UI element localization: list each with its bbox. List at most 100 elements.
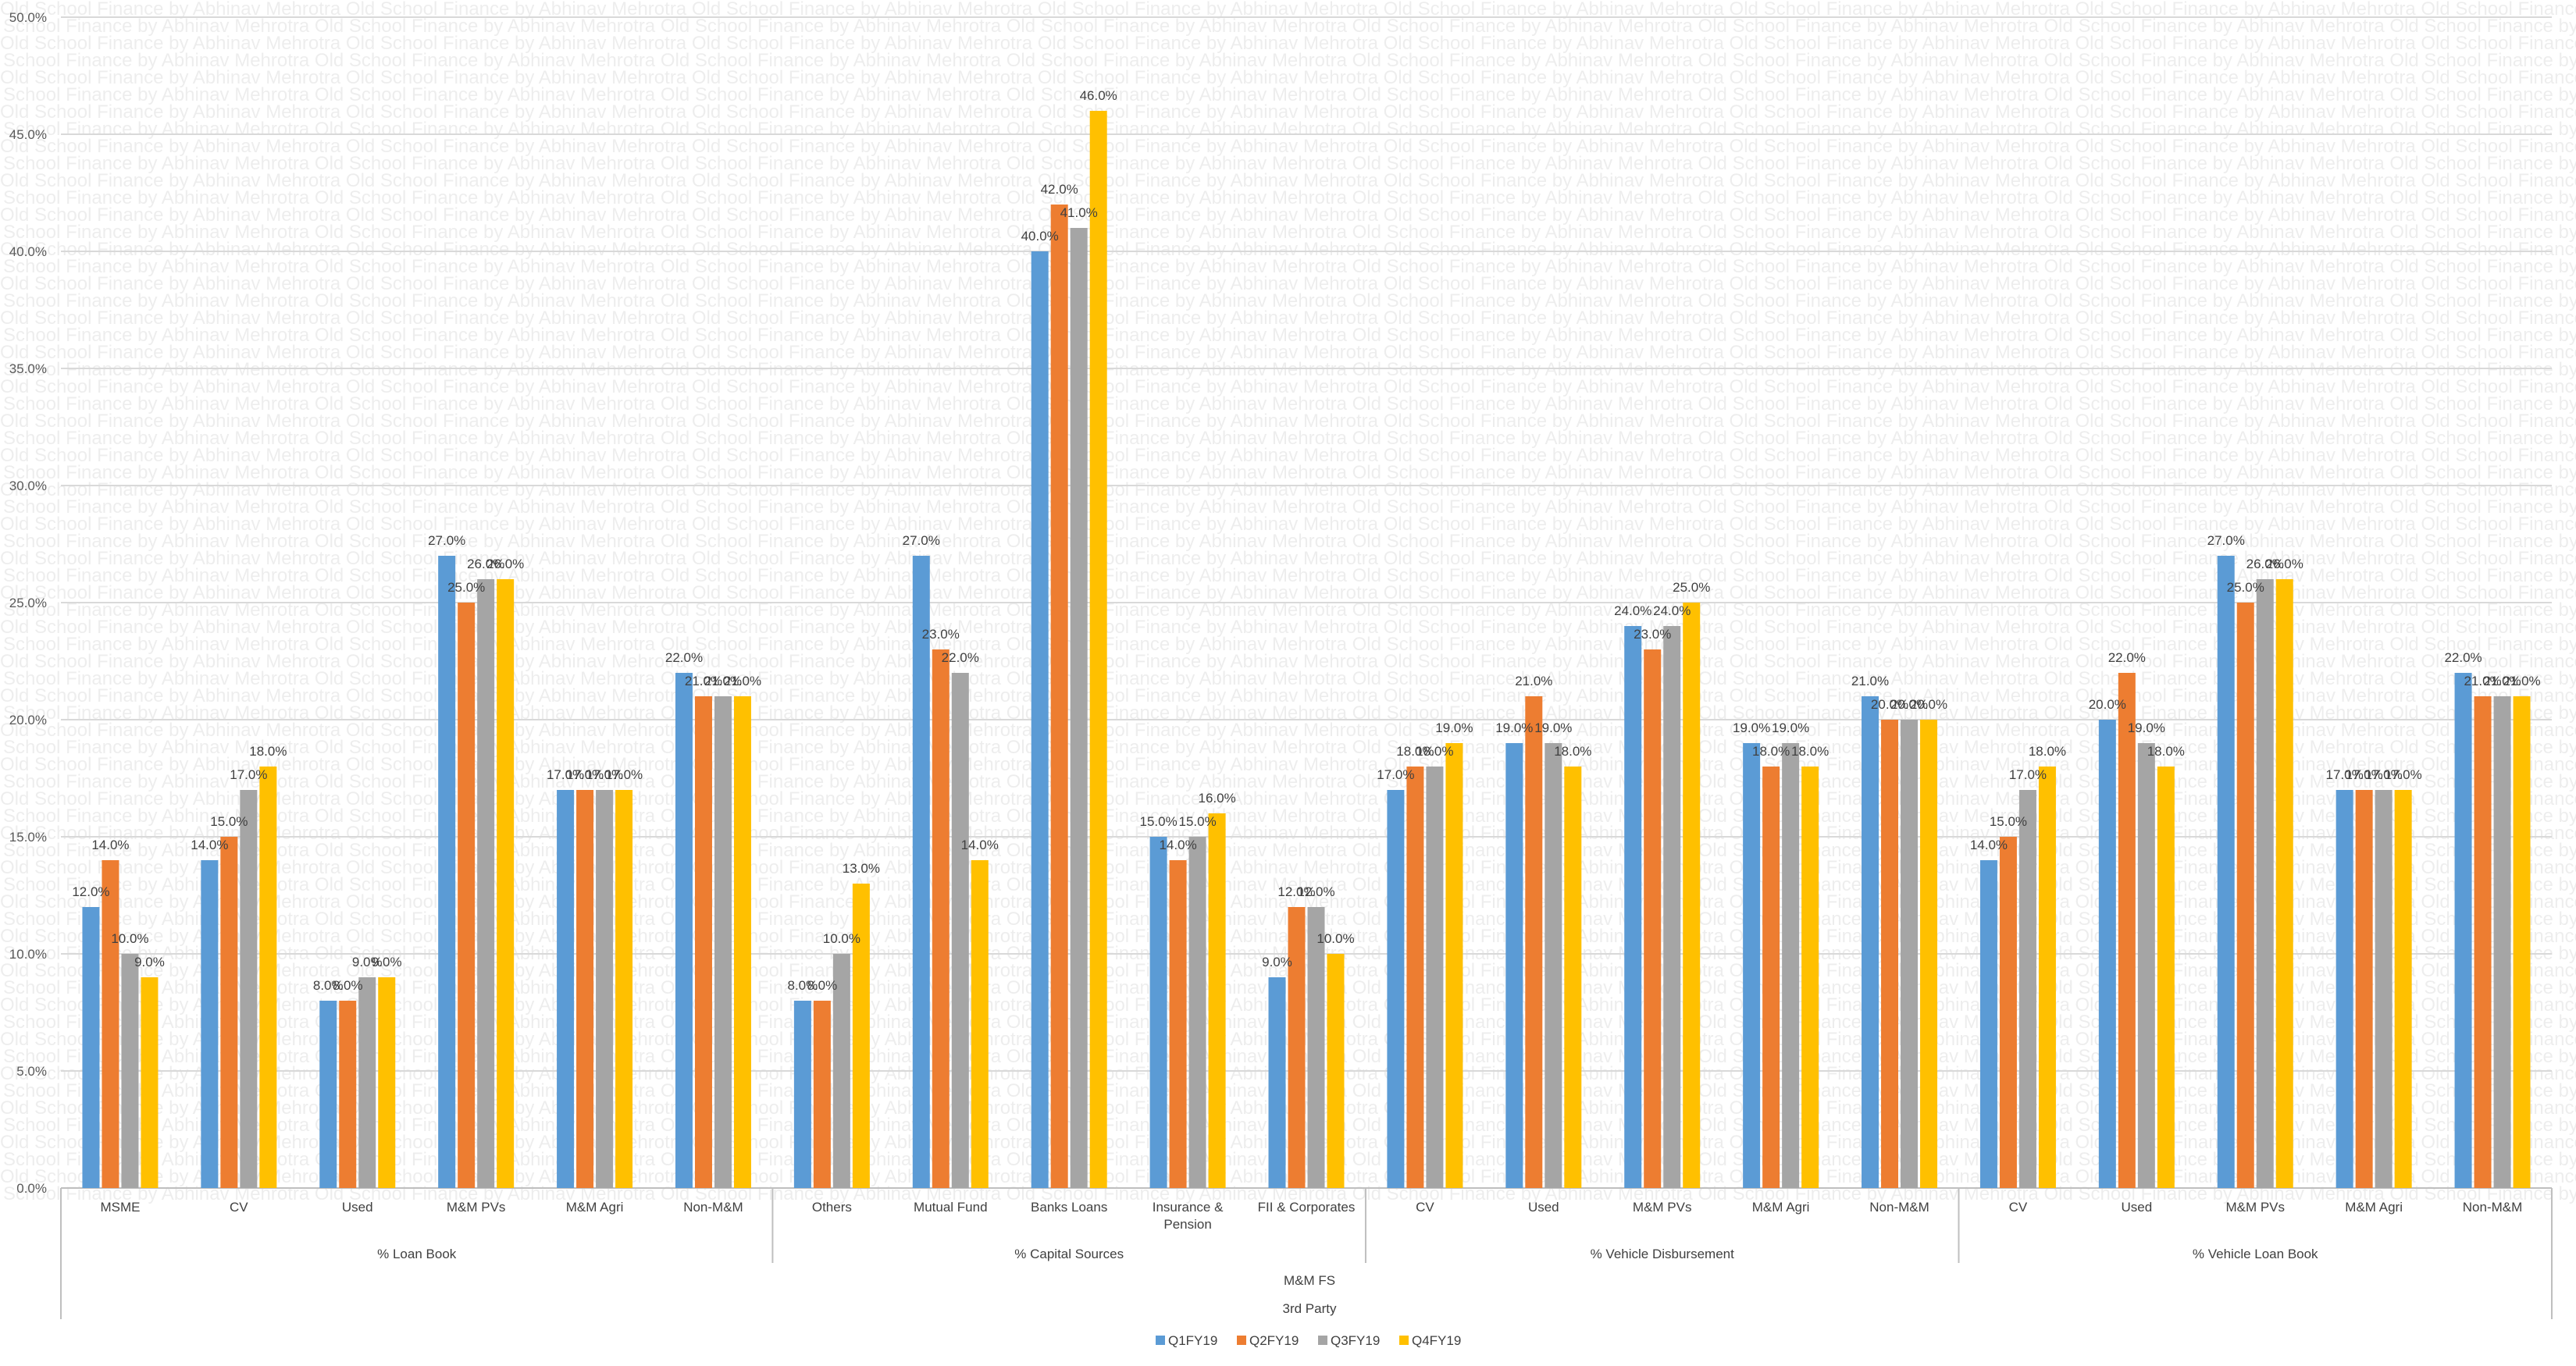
bar <box>1070 228 1088 1188</box>
data-label: 17.0% <box>605 767 643 782</box>
data-label: 26.0% <box>2266 557 2303 571</box>
data-label: 17.0% <box>2385 767 2422 782</box>
category-label: M&M PVs <box>1633 1200 1692 1215</box>
bar <box>1881 720 1899 1188</box>
data-label: 19.0% <box>1495 720 1533 735</box>
bar <box>1683 603 1701 1188</box>
data-label: 15.0% <box>1139 814 1177 829</box>
y-tick-label: 45.0% <box>9 127 47 142</box>
data-label: 12.0% <box>72 884 109 899</box>
bar <box>1426 767 1444 1188</box>
data-label: 21.0% <box>704 674 742 688</box>
bar <box>813 1001 831 1188</box>
data-label: 14.0% <box>961 838 999 852</box>
bar <box>932 649 950 1188</box>
data-label: 15.0% <box>210 814 248 829</box>
category-label: Non-M&M <box>1869 1200 1929 1215</box>
bar <box>2394 790 2412 1188</box>
data-label: 19.0% <box>1733 720 1770 735</box>
legend: Q1FY19 Q2FY19 Q3FY19 Q4FY19 <box>1156 1333 1461 1348</box>
bar <box>1188 837 1206 1188</box>
bar <box>1031 251 1049 1188</box>
data-label: 10.0% <box>111 931 148 946</box>
bar <box>2256 579 2274 1188</box>
bar <box>2217 556 2235 1188</box>
bar <box>358 977 376 1188</box>
data-label: 10.0% <box>823 931 860 946</box>
x-axis: MSME CV Used M&M PVs M&M Agri Non-M&M Others Mu… <box>60 1188 2553 1319</box>
data-label: 17.0% <box>2365 767 2403 782</box>
data-label: 14.0% <box>1970 838 2008 852</box>
bar <box>1979 860 1997 1188</box>
bar <box>438 556 456 1188</box>
data-labels: 12.0% 14.0% 8.0% 27.0% 17.0% 22.0% 8.0% 27.0% 40… <box>72 88 2540 993</box>
data-label: 18.0% <box>2029 744 2066 759</box>
data-label: 23.0% <box>1634 627 1671 642</box>
bar <box>1406 767 1424 1188</box>
data-label: 17.0% <box>547 767 584 782</box>
data-label: 17.0% <box>586 767 623 782</box>
y-tick-label: 10.0% <box>9 947 47 962</box>
bar <box>832 954 850 1188</box>
bar <box>1208 813 1226 1188</box>
data-label: 22.0% <box>2108 650 2146 665</box>
category-label: M&M PVs <box>2225 1200 2285 1215</box>
group-label: % Capital Sources <box>1014 1247 1124 1261</box>
data-label: 8.0% <box>788 978 818 993</box>
bar <box>2018 790 2036 1188</box>
bar <box>1169 860 1187 1188</box>
bar <box>1920 720 1938 1188</box>
data-label: 17.0% <box>2326 767 2364 782</box>
bar <box>121 954 139 1188</box>
bar <box>2118 673 2136 1188</box>
category-label: M&M Agri <box>1752 1200 1810 1215</box>
data-label: 8.0% <box>807 978 838 993</box>
group-label: % Loan Book <box>377 1247 457 1261</box>
bar <box>2137 743 2155 1188</box>
bar <box>2513 696 2531 1188</box>
bar <box>102 860 119 1188</box>
data-label: 22.0% <box>942 650 979 665</box>
y-tick-label: 25.0% <box>9 596 47 610</box>
bar <box>1050 205 1068 1188</box>
bar <box>339 1001 357 1188</box>
bar <box>557 790 575 1188</box>
bar <box>1525 696 1543 1188</box>
data-label: 8.0% <box>333 978 363 993</box>
bar <box>82 907 100 1188</box>
gridlines <box>61 16 2552 1189</box>
group-label: % Vehicle Disbursement <box>1591 1247 1735 1261</box>
bar <box>2275 579 2293 1188</box>
level-label: M&M FS <box>1284 1273 1335 1288</box>
data-label: 10.0% <box>1317 931 1354 946</box>
data-label: 42.0% <box>1041 182 1078 197</box>
bar <box>733 696 751 1188</box>
data-label: 14.0% <box>91 838 129 852</box>
data-label: 18.0% <box>1396 744 1434 759</box>
category-label: CV <box>230 1200 248 1215</box>
bar <box>1624 626 1642 1188</box>
data-label: 18.0% <box>1791 744 1829 759</box>
data-label: 20.0% <box>1871 697 1908 712</box>
bar <box>852 884 870 1188</box>
data-label: 9.0% <box>1262 955 1292 969</box>
category-label: CV <box>1416 1200 1434 1215</box>
bar <box>971 860 989 1188</box>
legend-label: Q1FY19 <box>1168 1333 1217 1348</box>
y-tick-label: 0.0% <box>16 1181 47 1196</box>
data-label: 19.0% <box>1772 720 1809 735</box>
data-label: 19.0% <box>2128 720 2165 735</box>
legend-label: Q2FY19 <box>1249 1333 1299 1348</box>
bar <box>675 673 693 1188</box>
category-label: M&M Agri <box>2345 1200 2403 1215</box>
data-label: 18.0% <box>249 744 287 759</box>
bar <box>912 556 930 1188</box>
data-label: 20.0% <box>1890 697 1928 712</box>
data-label: 20.0% <box>1910 697 1947 712</box>
data-label: 26.0% <box>2246 557 2284 571</box>
data-label: 26.0% <box>467 557 504 571</box>
data-label: 8.0% <box>313 978 344 993</box>
bar <box>951 673 969 1188</box>
bar <box>596 790 614 1188</box>
bar <box>1644 649 1662 1188</box>
